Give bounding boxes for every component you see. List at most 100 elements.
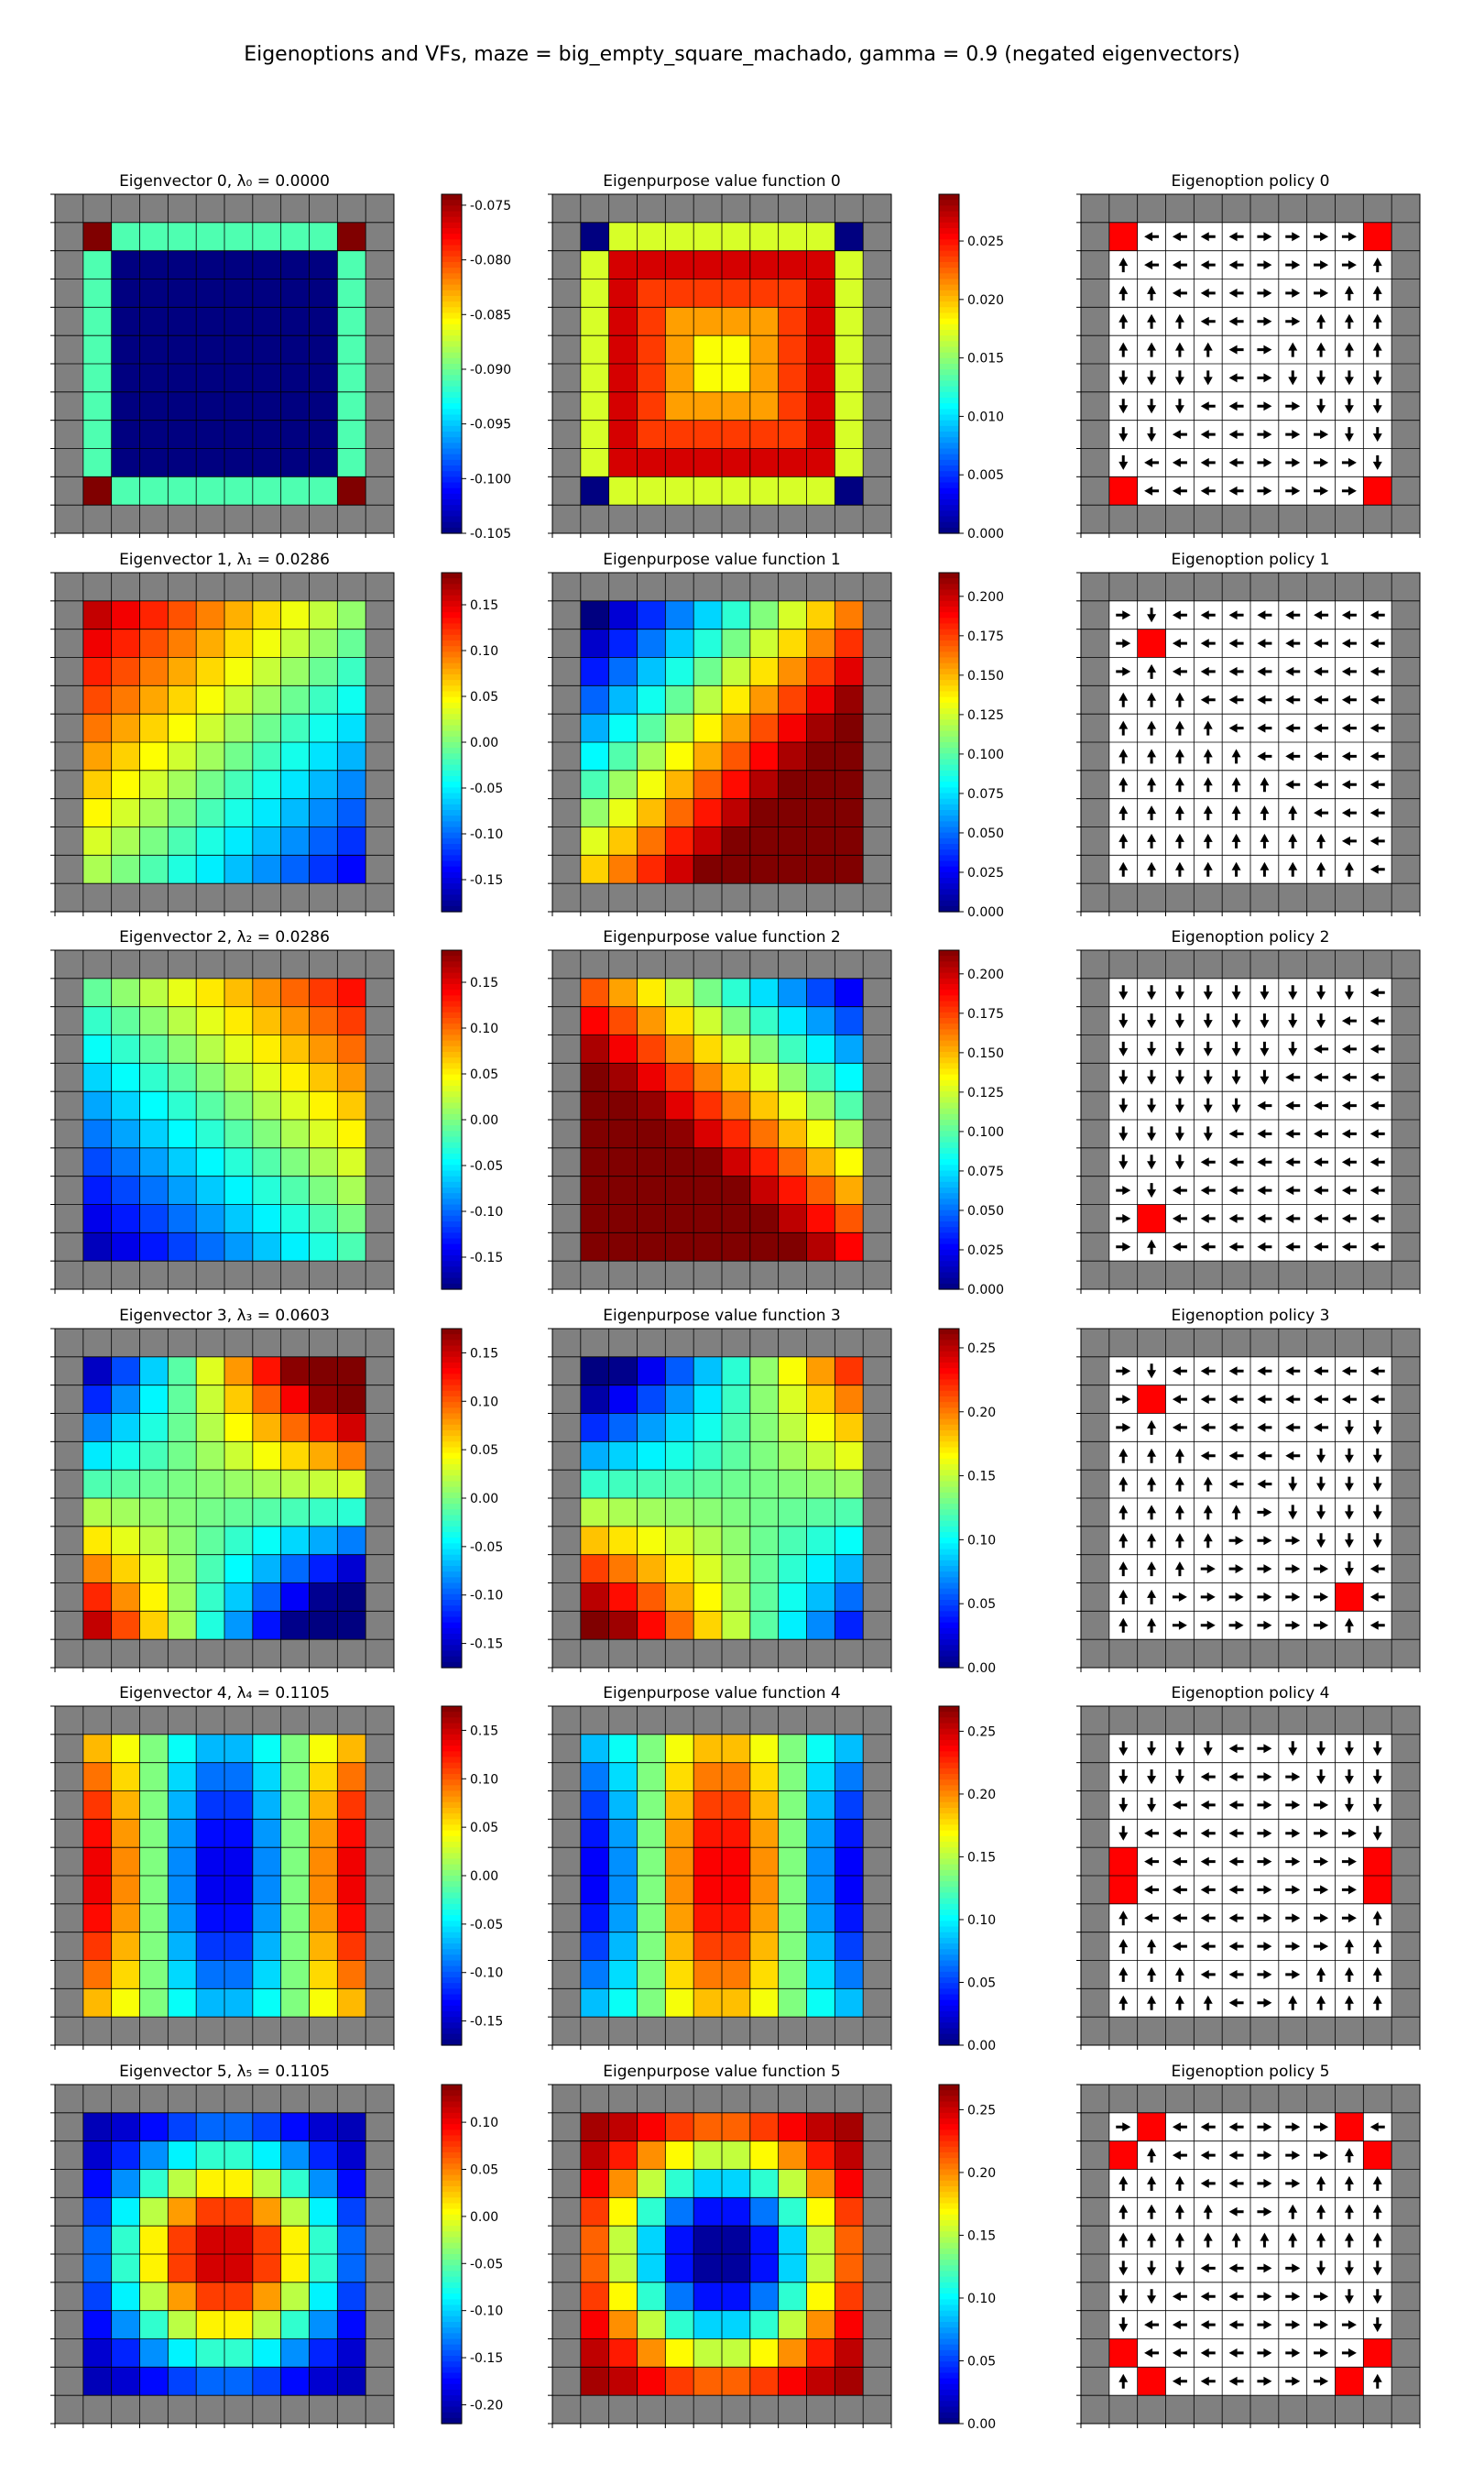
colorbar-segment (442, 409, 462, 416)
policy-arrow-right (1314, 2151, 1329, 2161)
colorbar-tick-label: 0.075 (967, 1165, 1004, 1179)
heat-cell (196, 714, 224, 742)
colorbar-segment (939, 341, 959, 348)
heat-cell (224, 1876, 253, 1904)
heat-cell (835, 685, 864, 715)
colorbar-segment (939, 2208, 959, 2216)
policy-arrow-up (1372, 2373, 1382, 2389)
heat-cell (82, 1120, 112, 1148)
heat-cell (82, 600, 112, 629)
colorbar-segment (939, 205, 959, 213)
policy-arrow-up (1174, 1476, 1184, 1492)
colorbar-segment (442, 832, 462, 839)
colorbar-segment (939, 459, 959, 466)
heat-cell (722, 1413, 750, 1442)
colorbar-segment (442, 1498, 462, 1505)
heat-cell (693, 1960, 722, 1989)
colorbar-segment (442, 1543, 462, 1550)
colorbar-segment (442, 2271, 462, 2278)
heat-cell (111, 798, 140, 827)
heat-cell (778, 1960, 807, 1989)
heat-cell (196, 1147, 224, 1177)
colorbar-tick-label: 0.10 (967, 1533, 996, 1548)
colorbar-segment (939, 2322, 959, 2328)
colorbar-segment (442, 1108, 462, 1115)
heat-cell (722, 335, 750, 364)
policy-arrow-left (1200, 1366, 1216, 1376)
policy-arrow-right (1257, 1913, 1272, 1923)
colorbar-segment (939, 837, 959, 845)
colorbar-segment (939, 826, 959, 834)
heat-cell (806, 1611, 835, 1640)
heat-cell (608, 1734, 638, 1763)
colorbar-segment (939, 1881, 959, 1888)
heat-cell (778, 250, 807, 279)
heat-cell (693, 1147, 722, 1177)
heat-cell (224, 1903, 253, 1932)
colorbar-segment (939, 2039, 959, 2046)
goal-cell (1137, 629, 1166, 658)
policy-arrow-down (1174, 1126, 1184, 1142)
heat-cell (608, 2112, 638, 2141)
colorbar-segment (939, 2356, 959, 2362)
heat-cell (337, 798, 366, 827)
colorbar-segment (939, 1593, 959, 1601)
heat-cell (337, 855, 366, 884)
colorbar-segment (442, 2310, 462, 2317)
heat-cell (337, 1385, 366, 1414)
policy-arrow-left (1341, 1157, 1357, 1167)
colorbar-segment (939, 1492, 959, 1499)
heat-cell (280, 629, 310, 658)
colorbar-segment (939, 2310, 959, 2317)
heat-cell (749, 1903, 779, 1932)
colorbar-segment (442, 1272, 462, 1279)
policy-arrow-up (1203, 1995, 1213, 2010)
colorbar-segment (939, 1634, 959, 1640)
colorbar-segment (442, 2017, 462, 2023)
heat-cell (693, 448, 722, 477)
heat-cell (224, 1006, 253, 1035)
heat-cell (252, 1232, 281, 1262)
axes-frame (1080, 572, 1421, 913)
colorbar-segment (939, 262, 959, 268)
heat-cell (580, 826, 609, 856)
colorbar-segment (939, 1977, 959, 1984)
colorbar-segment (939, 1892, 959, 1899)
colorbar-segment (939, 1458, 959, 1465)
policy-arrow-up (1344, 285, 1354, 301)
policy-arrow-left (1314, 695, 1329, 705)
heat-cell (806, 1034, 835, 1064)
colorbar-segment (442, 1864, 462, 1871)
heat-cell (111, 657, 140, 686)
heat-cell (665, 1790, 694, 1820)
policy-arrow-left (1257, 1479, 1272, 1489)
heat-cell (722, 1063, 750, 1092)
heat-cell (806, 1470, 835, 1498)
heat-cell (806, 1554, 835, 1583)
colorbar-segment (442, 1204, 462, 1211)
policy-arrow-left (1341, 1186, 1357, 1196)
colorbar-segment (442, 2090, 462, 2096)
policy-arrow-left (1341, 1129, 1357, 1139)
heat-cell (168, 420, 197, 449)
heat-cell (749, 1611, 779, 1640)
policy-arrow-left (1285, 1100, 1301, 1111)
heat-cell (778, 448, 807, 477)
colorbar-segment (442, 369, 462, 376)
colorbar-segment (939, 2186, 959, 2193)
colorbar-segment (939, 1356, 959, 1363)
heat-cell (580, 1554, 609, 1583)
policy-arrow-up (1174, 1448, 1184, 1463)
colorbar-segment (939, 1588, 959, 1595)
heat-cell (168, 2112, 197, 2141)
colorbar-segment (442, 1577, 462, 1584)
heat-cell (637, 1876, 666, 1904)
heat-cell (693, 279, 722, 308)
policy-arrow-right (1116, 1395, 1131, 1405)
colorbar-frame (938, 193, 960, 534)
colorbar-segment (939, 1937, 959, 1944)
policy-arrow-left (1369, 1100, 1385, 1111)
colorbar-tick-label: -0.15 (470, 1251, 503, 1265)
heat-cell (224, 1762, 253, 1791)
policy-arrow-down (1118, 399, 1129, 414)
